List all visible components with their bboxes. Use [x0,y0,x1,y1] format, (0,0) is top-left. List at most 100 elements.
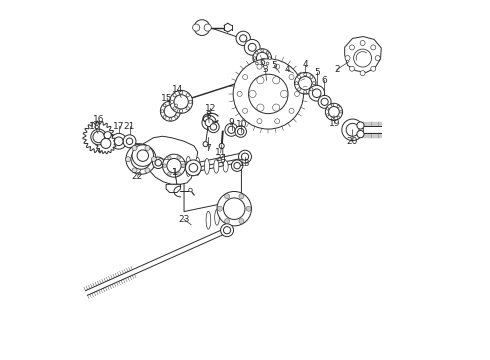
Circle shape [266,62,269,65]
Text: 16: 16 [93,115,104,124]
Circle shape [104,132,111,139]
Circle shape [331,104,334,106]
Circle shape [186,107,189,110]
Text: 5: 5 [314,68,319,77]
Circle shape [101,138,111,148]
Text: 9: 9 [229,118,235,127]
Circle shape [371,66,376,71]
Circle shape [360,41,365,45]
Polygon shape [344,37,381,72]
Text: 12: 12 [205,104,216,113]
Circle shape [177,110,180,113]
Circle shape [310,88,313,91]
Circle shape [173,107,176,110]
Circle shape [256,62,258,65]
Circle shape [164,105,176,117]
Circle shape [168,156,171,159]
Circle shape [297,76,300,78]
Circle shape [239,150,251,163]
Circle shape [168,172,171,176]
Circle shape [137,150,148,161]
Circle shape [170,100,173,103]
Ellipse shape [215,210,220,225]
Circle shape [175,104,177,107]
Ellipse shape [186,156,191,176]
Circle shape [234,162,240,169]
Text: 6: 6 [259,58,265,67]
Circle shape [253,49,271,67]
Circle shape [132,145,137,150]
Circle shape [179,91,183,94]
Circle shape [163,164,167,167]
Circle shape [337,116,340,118]
Text: 6: 6 [321,76,327,85]
Circle shape [354,49,371,67]
Circle shape [205,119,213,127]
Circle shape [235,126,246,137]
Circle shape [224,194,230,199]
Circle shape [248,74,288,114]
Text: 21: 21 [124,122,135,131]
Circle shape [266,51,269,54]
Circle shape [349,45,354,50]
Circle shape [163,104,166,107]
Circle shape [269,57,271,59]
Circle shape [321,98,328,105]
Circle shape [313,89,321,98]
Circle shape [304,73,307,76]
Ellipse shape [223,161,228,172]
Circle shape [238,129,244,135]
Circle shape [125,157,131,162]
Circle shape [91,129,107,145]
Circle shape [152,157,164,168]
Circle shape [126,138,133,144]
Circle shape [257,104,264,111]
Circle shape [298,77,312,90]
Circle shape [340,111,342,113]
Circle shape [132,145,153,166]
Circle shape [169,102,172,104]
Circle shape [295,82,298,85]
Circle shape [210,124,217,130]
Ellipse shape [214,159,219,173]
Text: 24: 24 [215,154,226,163]
Circle shape [181,164,185,167]
Text: 20: 20 [346,137,358,146]
Circle shape [225,123,238,136]
Circle shape [163,116,166,118]
Circle shape [326,114,329,116]
Circle shape [371,45,376,50]
Circle shape [337,105,340,108]
Text: 1: 1 [172,168,178,177]
Circle shape [203,141,208,147]
Circle shape [318,95,331,108]
Circle shape [217,192,251,226]
Circle shape [218,206,222,211]
Circle shape [233,59,303,129]
Circle shape [189,100,192,103]
Circle shape [360,71,365,76]
Circle shape [331,117,334,120]
Circle shape [243,108,247,113]
Text: 19: 19 [329,119,341,128]
Circle shape [257,119,262,124]
Circle shape [304,90,307,93]
Text: 8: 8 [205,111,211,120]
Circle shape [239,219,244,224]
Text: 23: 23 [178,215,190,224]
Circle shape [170,90,193,113]
Text: 17: 17 [113,122,124,131]
Text: 4: 4 [302,60,308,69]
Circle shape [294,91,299,96]
Ellipse shape [206,211,211,229]
Circle shape [163,154,186,177]
Circle shape [326,108,329,110]
Circle shape [115,137,123,145]
Circle shape [193,24,200,31]
Text: 2: 2 [334,65,340,74]
Ellipse shape [223,208,228,221]
Circle shape [297,88,300,91]
Circle shape [245,40,260,55]
Circle shape [186,94,189,97]
Circle shape [160,101,180,121]
